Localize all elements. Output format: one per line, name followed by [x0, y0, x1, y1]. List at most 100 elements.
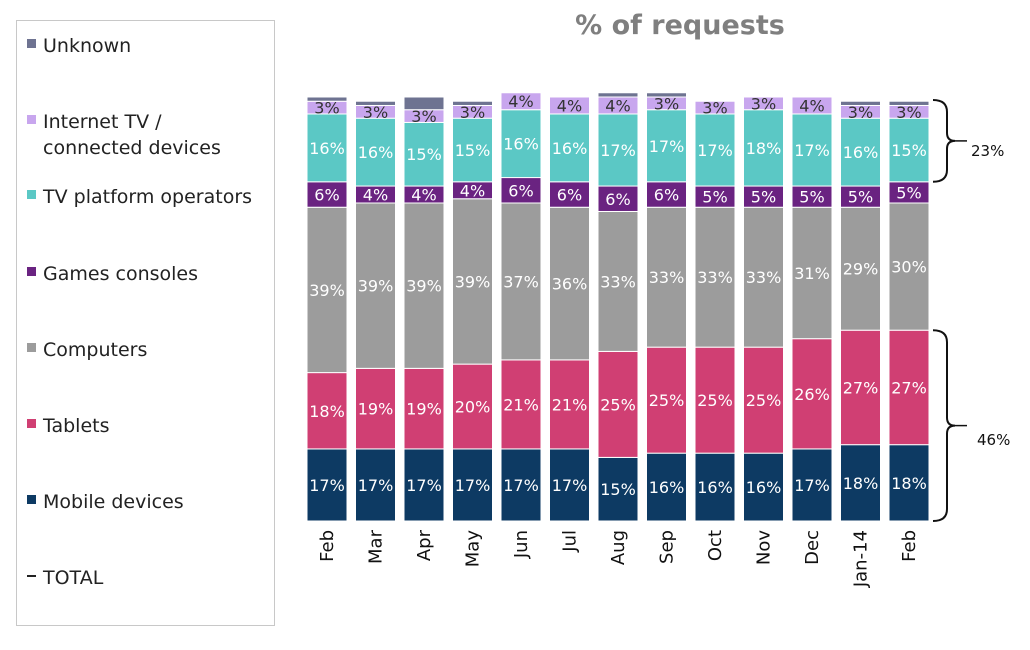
legend-label: Internet TV / connected devices	[43, 111, 221, 159]
bar-segment	[597, 456, 639, 522]
legend-label: TOTAL	[43, 567, 104, 589]
data-label: 15%	[406, 145, 442, 164]
bar-segment	[306, 206, 348, 374]
data-label: 31%	[794, 264, 830, 283]
data-label: 15%	[600, 480, 636, 499]
data-label: 33%	[649, 268, 685, 287]
legend-item: Unknown	[27, 33, 131, 59]
legend-item: Tablets	[27, 413, 109, 439]
bracket-upper	[932, 99, 956, 183]
bar-segment	[694, 346, 736, 454]
legend-item: TV platform operators	[27, 184, 252, 210]
legend-swatch	[27, 115, 36, 124]
data-label: 21%	[552, 395, 588, 414]
data-label: 17%	[406, 476, 442, 495]
bar-segment	[452, 198, 493, 365]
data-label: 39%	[358, 277, 394, 296]
data-label: 19%	[358, 400, 394, 419]
bar-segment	[646, 181, 687, 208]
x-tick-label: Nov	[754, 530, 775, 565]
bar-segment	[500, 177, 542, 204]
data-label: 5%	[751, 188, 776, 207]
legend-item: Mobile devices	[27, 489, 184, 515]
bar-segment	[403, 367, 445, 450]
data-label: 17%	[697, 141, 733, 160]
bar-segment	[500, 359, 542, 450]
bar-segment	[549, 448, 590, 522]
bar-segment	[694, 452, 736, 522]
data-label: 27%	[843, 378, 879, 397]
bar-segment	[597, 350, 639, 458]
bar-segment	[500, 92, 542, 111]
data-label: 18%	[309, 402, 345, 421]
bar-segment	[888, 117, 930, 183]
data-label: 25%	[600, 395, 636, 414]
data-label: 3%	[363, 103, 388, 122]
legend-swatch	[27, 575, 36, 577]
data-label: 18%	[746, 139, 782, 158]
data-label: 19%	[406, 400, 442, 419]
bar-segment	[791, 113, 833, 187]
data-label: 17%	[358, 476, 394, 495]
data-label: 5%	[848, 188, 873, 207]
legend-item: Internet TV / connected devices	[27, 109, 221, 161]
data-label: 25%	[746, 391, 782, 410]
data-label: 5%	[799, 188, 824, 207]
data-label: 4%	[605, 96, 630, 115]
data-label: 17%	[503, 476, 539, 495]
data-label: 3%	[702, 99, 727, 118]
data-label: 6%	[654, 186, 679, 205]
data-label: 37%	[503, 272, 539, 291]
data-label: 16%	[358, 143, 394, 162]
data-label: 17%	[455, 476, 491, 495]
data-label: 5%	[896, 183, 921, 202]
legend-label: Mobile devices	[43, 491, 184, 513]
data-label: 17%	[649, 137, 685, 156]
bar-segment	[791, 96, 833, 115]
bar-segment	[646, 92, 687, 98]
bar-segment	[840, 206, 881, 331]
bar-segment	[646, 346, 687, 454]
bar-segment	[355, 100, 396, 106]
data-label: 39%	[455, 272, 491, 291]
bracket-lower	[932, 329, 956, 522]
data-label: 15%	[891, 141, 927, 160]
bar-segment	[549, 206, 590, 361]
chart-title: % of requests	[575, 10, 785, 41]
data-label: 33%	[697, 268, 733, 287]
bar-segment	[694, 206, 736, 348]
x-tick-label: Apr	[414, 529, 435, 561]
data-label: 39%	[406, 277, 442, 296]
x-tick-label: Jan-14	[851, 530, 872, 588]
bar-segment	[549, 96, 590, 115]
bar-segment	[840, 444, 881, 522]
bar-segment	[500, 448, 542, 522]
x-tick-label: Feb	[317, 530, 338, 562]
data-label: 3%	[848, 103, 873, 122]
data-label: 26%	[794, 385, 830, 404]
bar-segment	[355, 367, 396, 450]
bar-segment	[306, 113, 348, 183]
legend-label: Tablets	[43, 415, 110, 437]
bar-segment	[355, 117, 396, 187]
bar-segment	[646, 206, 687, 348]
x-tick-label: Sep	[657, 530, 678, 564]
bar-segment	[791, 206, 833, 340]
data-label: 3%	[654, 94, 679, 113]
legend-swatch	[27, 343, 36, 352]
data-label: 4%	[363, 186, 388, 205]
data-label: 27%	[891, 378, 927, 397]
data-label: 15%	[455, 141, 491, 160]
data-label: 21%	[503, 395, 539, 414]
bar-segment	[597, 210, 639, 352]
x-tick-label: Aug	[608, 530, 629, 565]
bar-segment	[549, 113, 590, 183]
bar-segment	[403, 96, 445, 111]
bar-segment	[888, 329, 930, 446]
bar-segment	[646, 452, 687, 522]
data-label: 29%	[843, 260, 879, 279]
legend: Unknown Internet TV / connected devices TV…	[16, 20, 275, 626]
x-tick-label: May	[463, 530, 484, 568]
bar-segment	[355, 202, 396, 369]
